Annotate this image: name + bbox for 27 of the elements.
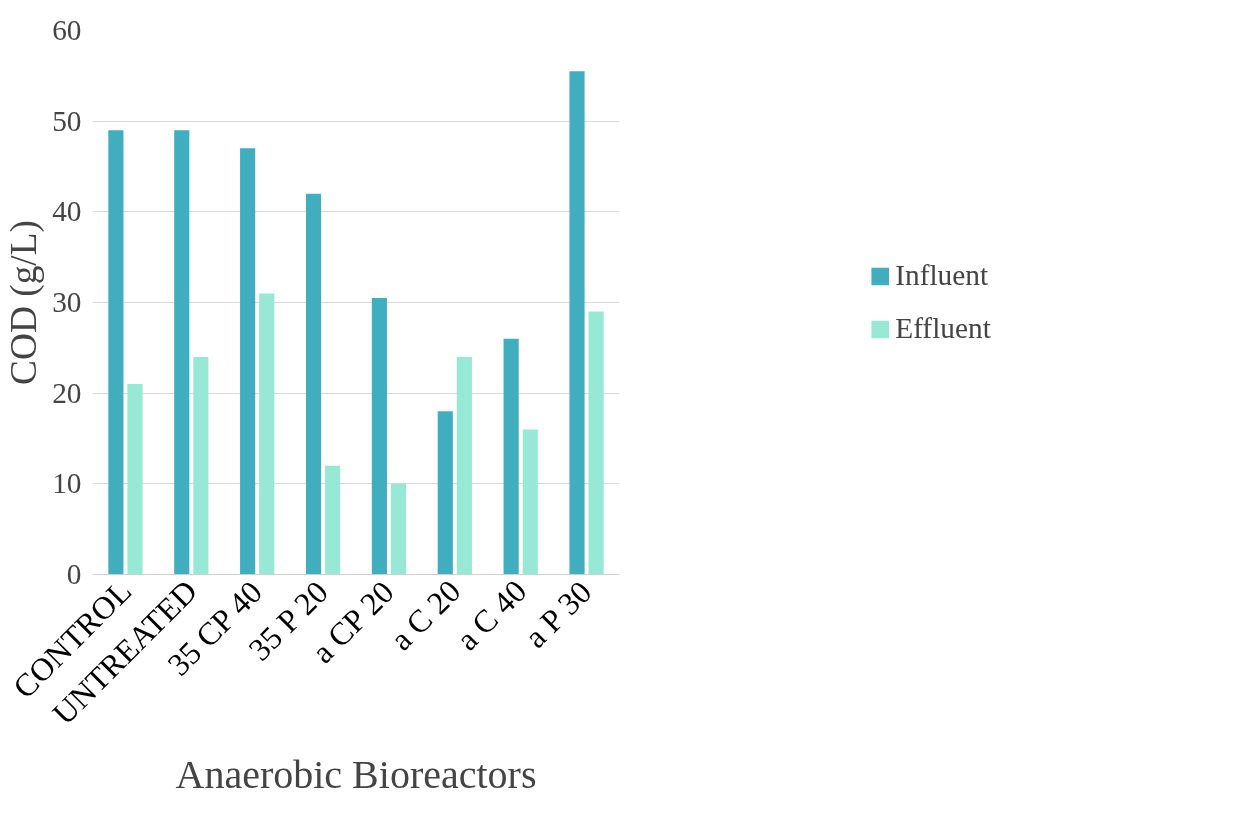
y-tick-label: 60	[52, 14, 82, 46]
bar	[174, 130, 190, 575]
y-tick-label: 30	[52, 286, 82, 318]
bar	[240, 148, 256, 575]
bar	[456, 356, 472, 575]
legend-label: Effluent	[895, 312, 991, 345]
bar	[371, 297, 387, 575]
bar	[127, 384, 143, 575]
bar	[503, 338, 519, 575]
y-tick-label: 10	[52, 467, 82, 500]
bar	[305, 193, 322, 575]
bar	[325, 465, 341, 575]
y-tick-label: 0	[66, 558, 82, 590]
y-tick-label: 40	[52, 195, 82, 228]
bar	[588, 311, 604, 575]
bar	[259, 293, 275, 575]
bar	[108, 130, 124, 575]
y-tick-label: 50	[52, 104, 82, 137]
bar	[390, 483, 407, 575]
bar	[437, 411, 453, 575]
bar	[522, 429, 538, 575]
bar	[569, 71, 585, 575]
y-tick-label: 20	[52, 376, 82, 409]
legend-label: Influent	[895, 259, 989, 292]
y-axis-title: COD (g/L)	[3, 220, 46, 385]
bar	[193, 356, 209, 575]
x-axis-title: Anaerobic Bioreactors	[175, 752, 537, 798]
